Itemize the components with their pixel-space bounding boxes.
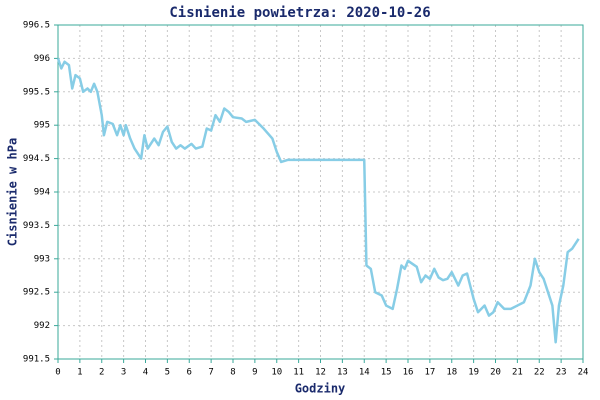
x-tick-label: 13: [337, 368, 348, 378]
x-tick-label: 10: [271, 368, 282, 378]
x-tick-label: 7: [208, 368, 213, 378]
y-axis-label: Cisnienie w hPa: [6, 138, 20, 246]
x-tick-label: 5: [165, 368, 170, 378]
y-tick-label: 992.5: [23, 288, 50, 298]
x-tick-label: 12: [315, 368, 326, 378]
y-tick-label: 996.5: [23, 21, 50, 31]
x-tick-label: 19: [468, 368, 479, 378]
y-tick-label: 993: [34, 254, 50, 264]
y-tick-label: 991.5: [23, 355, 50, 365]
y-tick-label: 994.5: [23, 154, 50, 164]
x-tick-label: 4: [143, 368, 148, 378]
x-tick-label: 21: [512, 368, 523, 378]
data-line: [56, 58, 580, 344]
x-tick-label: 3: [121, 368, 126, 378]
x-axis-label: Godziny: [295, 382, 346, 396]
y-tick-label: 996: [34, 54, 50, 64]
x-tick-label: 11: [293, 368, 304, 378]
x-tick-label: 9: [252, 368, 257, 378]
x-tick-label: 8: [230, 368, 235, 378]
y-tick-label: 993.5: [23, 221, 50, 231]
y-tick-label: 992: [34, 321, 50, 331]
x-tick-label: 1: [77, 368, 82, 378]
x-tick-label: 2: [99, 368, 104, 378]
x-tick-label: 20: [490, 368, 501, 378]
y-tick-label: 995: [34, 121, 50, 131]
x-tick-label: 17: [424, 368, 435, 378]
y-tick-label: 994: [34, 188, 50, 198]
x-tick-label: 23: [556, 368, 567, 378]
x-tick-label: 6: [187, 368, 192, 378]
chart-title: Cisnienie powietrza: 2020-10-26: [169, 5, 430, 21]
x-tick-label: 24: [578, 368, 589, 378]
x-tick-label: 16: [403, 368, 414, 378]
x-tick-label: 14: [359, 368, 370, 378]
y-tick-label: 995.5: [23, 87, 50, 97]
x-tick-label: 0: [55, 368, 60, 378]
x-tick-label: 15: [381, 368, 392, 378]
plot-frame: [57, 24, 584, 360]
x-tick-label: 18: [446, 368, 457, 378]
x-tick-label: 22: [534, 368, 545, 378]
